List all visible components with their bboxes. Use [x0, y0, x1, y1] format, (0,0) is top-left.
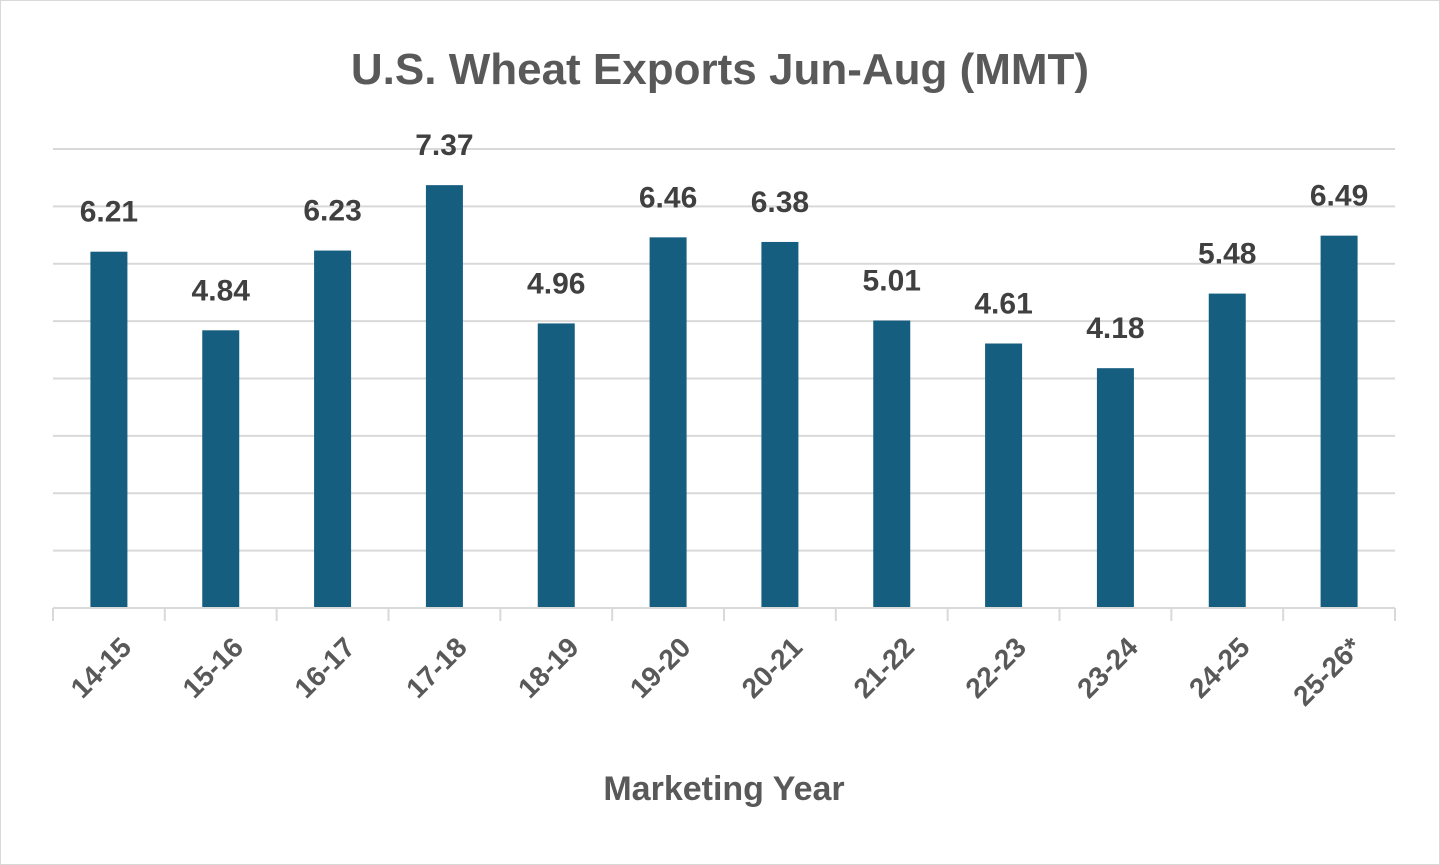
x-tick-label: 18-19	[512, 631, 585, 704]
x-tick-label: 22-23	[959, 631, 1032, 704]
bars	[90, 185, 1358, 609]
data-label: 4.61	[974, 288, 1032, 321]
data-label: 6.49	[1310, 180, 1368, 213]
data-label: 5.01	[863, 265, 921, 298]
bar-21-22	[873, 320, 911, 608]
bar-22-23	[985, 343, 1023, 608]
x-axis: 14-15 15-16 16-17 17-18 18-19 19-20 20-21 21-22…	[52, 607, 1396, 712]
x-tick-label: 16-17	[288, 631, 361, 704]
bar-20-21	[761, 241, 799, 608]
data-label: 6.23	[303, 195, 361, 228]
bar-15-16	[202, 330, 240, 608]
bar-18-19	[537, 323, 575, 608]
bar-14-15	[90, 251, 128, 609]
data-label: 6.21	[80, 196, 138, 229]
x-tick-label: 19-20	[624, 631, 697, 704]
x-tick-label: 24-25	[1183, 631, 1256, 704]
bar-24-25	[1208, 293, 1246, 608]
data-label: 5.48	[1198, 238, 1256, 271]
bar-16-17	[314, 250, 352, 608]
x-axis-title: Marketing Year	[603, 770, 844, 808]
bar-17-18	[425, 185, 463, 609]
data-label: 7.37	[415, 129, 473, 162]
data-label: 6.38	[751, 186, 809, 219]
bar-19-20	[649, 237, 687, 609]
x-tick-label: 14-15	[65, 631, 138, 704]
bar-23-24	[1096, 368, 1134, 608]
data-label: 4.96	[527, 267, 585, 300]
data-label: 6.46	[639, 181, 697, 214]
bar-25-26*	[1320, 235, 1358, 609]
x-tick-label: 23-24	[1071, 631, 1144, 704]
data-label: 4.84	[192, 274, 251, 307]
x-tick-label: 25-26*	[1287, 631, 1367, 711]
data-labels: 6.21 4.84 6.23 7.37 4.96 6.46 6.38 5.01 4.61 4.18…	[80, 129, 1369, 345]
x-tick-label: 21-22	[848, 631, 921, 704]
x-tick-label: 15-16	[177, 631, 250, 704]
x-tick-label: 20-21	[736, 631, 809, 704]
gridlines	[53, 148, 1395, 552]
chart-title: U.S. Wheat Exports Jun-Aug (MMT)	[351, 45, 1089, 94]
data-label: 4.18	[1086, 312, 1144, 345]
x-tick-label: 17-18	[400, 631, 473, 704]
